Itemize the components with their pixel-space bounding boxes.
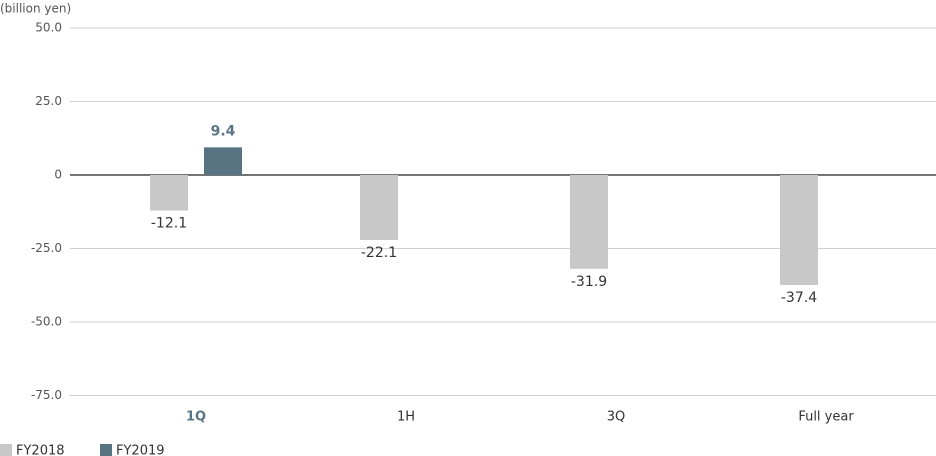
y-tick-label: 0: [54, 168, 62, 182]
y-tick-label: -50.0: [31, 315, 62, 329]
legend-label: FY2019: [116, 444, 165, 456]
x-tick-label: 1H: [397, 410, 415, 425]
value-label: -12.1: [151, 216, 187, 232]
legend-label: FY2018: [16, 444, 65, 456]
y-tick-label: -25.0: [31, 241, 62, 255]
bar: [780, 175, 818, 285]
x-tick-label: 3Q: [607, 410, 626, 425]
value-label: 9.4: [211, 123, 236, 139]
x-tick-label: Full year: [798, 410, 854, 425]
bar: [570, 175, 608, 269]
legend-swatch: [100, 444, 112, 456]
y-tick-label: 25.0: [35, 94, 62, 108]
bar: [150, 175, 188, 211]
x-tick-label: 1Q: [186, 410, 206, 425]
bar: [360, 175, 398, 240]
y-axis-label: (billion yen): [0, 2, 71, 16]
bar: [204, 147, 242, 175]
y-tick-label: 50.0: [35, 21, 62, 35]
y-tick-label: -75.0: [31, 388, 62, 402]
legend-swatch: [0, 444, 12, 456]
value-label: -22.1: [361, 245, 397, 261]
value-label: -31.9: [571, 274, 607, 290]
value-label: -37.4: [781, 290, 817, 306]
